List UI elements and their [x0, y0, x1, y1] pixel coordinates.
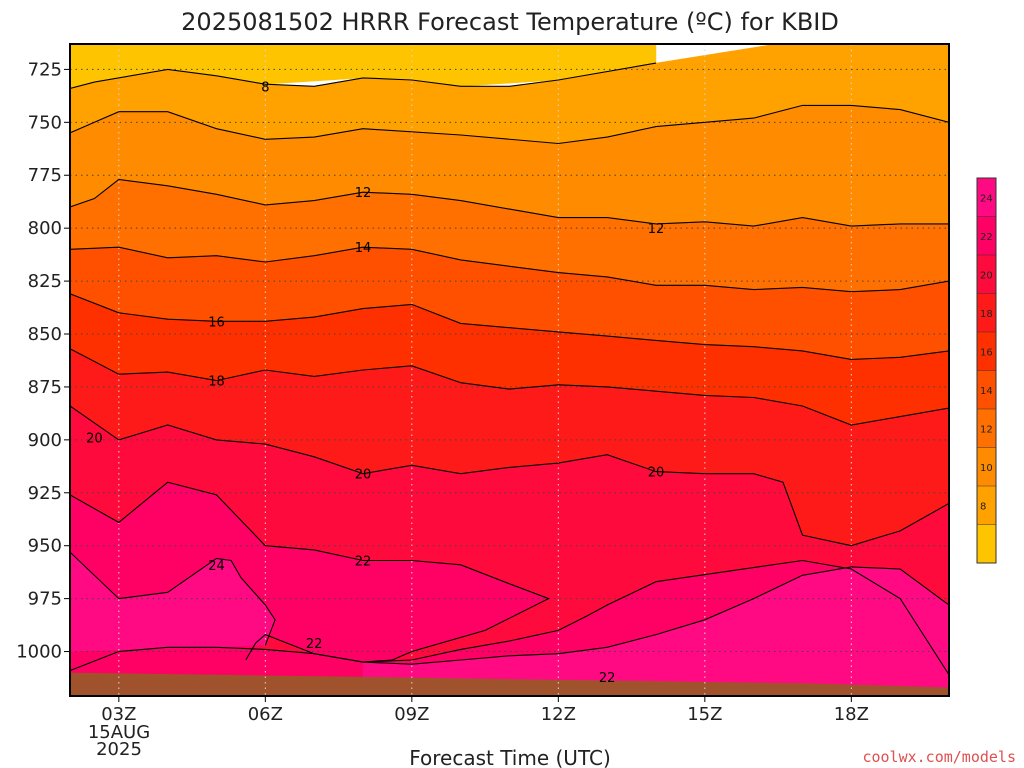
y-tick-label-775: 775: [28, 165, 62, 186]
ground-terrain: [70, 672, 949, 696]
y-tick-label-850: 850: [28, 324, 62, 345]
isotherm-22-8: [70, 559, 949, 676]
colorbar-tick-16: 16: [980, 347, 993, 358]
y-axis: 725 750 775 800 825 850 875 900 925 950 975 1000: [16, 59, 70, 663]
contour-label-5: 18: [208, 375, 225, 390]
isotherm-14-3: [70, 246, 949, 293]
isotherm-18-5: [70, 348, 949, 426]
colorbar-swatch-1: [977, 486, 996, 525]
x-tick-label-12Z: 12Z: [541, 704, 576, 725]
isotherm-24-9: [70, 551, 276, 646]
colorbar-tick-18: 18: [980, 309, 993, 320]
isotherm-16-4: [70, 293, 949, 360]
colorbar-tick-20: 20: [980, 270, 993, 281]
contour-label-6: 20: [86, 432, 103, 447]
contour-lines: [70, 62, 949, 676]
contour-label-4: 16: [208, 315, 225, 330]
y-tick-label-950: 950: [28, 536, 62, 557]
isotherm-10-1: [70, 104, 949, 145]
contour-label-8: 20: [648, 466, 665, 481]
y-tick-label-900: 900: [28, 430, 62, 451]
chart-title: 2025081502 HRRR Forecast Temperature (ºC…: [181, 8, 839, 36]
colorbar-tick-22: 22: [980, 232, 993, 243]
colorbar-tick-10: 10: [980, 463, 993, 474]
x-tick-label-09Z: 09Z: [394, 704, 429, 725]
colorbar-swatch-2: [977, 447, 996, 486]
contour-labels: 8 12 12 14 16 18 20 20 20 22 22 22 24: [86, 80, 664, 686]
grid: [70, 44, 949, 696]
colorbar-swatch-8: [977, 216, 996, 255]
credit-text: coolwx.com/models: [862, 748, 1016, 766]
x-tick-label-15Z: 15Z: [687, 704, 722, 725]
colorbar-tick-12: 12: [980, 424, 993, 435]
y-tick-label-750: 750: [28, 112, 62, 133]
y-tick-label-925: 925: [28, 483, 62, 504]
y-tick-label-1000: 1000: [16, 642, 62, 663]
contour-label-3: 14: [355, 241, 372, 256]
y-tick-label-825: 825: [28, 271, 62, 292]
colorbar-swatch-9: [977, 178, 996, 217]
x-tick-label-18Z: 18Z: [834, 704, 869, 725]
contour-label-2: 12: [648, 222, 665, 237]
plot-frame: [69, 43, 950, 697]
y-tick-label-875: 875: [28, 377, 62, 398]
colorbar-swatch-6: [977, 293, 996, 332]
colorbar-tick-14: 14: [980, 386, 993, 397]
colorbar-swatch-4: [977, 370, 996, 409]
colorbar-swatch-5: [977, 332, 996, 371]
colorbar-swatch-7: [977, 255, 996, 294]
isotherm-12-2: [70, 178, 949, 227]
contour-label-12: 24: [208, 559, 225, 574]
colorbar-swatch-3: [977, 409, 996, 448]
contour-label-1: 12: [355, 186, 372, 201]
contour-label-0: 8: [261, 80, 269, 95]
colorbar-tick-24: 24: [980, 193, 993, 204]
contour-label-7: 20: [355, 468, 372, 483]
x-date-year: 2025: [96, 739, 142, 760]
plot-area: [70, 44, 949, 696]
colorbar-swatch-0: [977, 524, 996, 563]
x-axis-label: Forecast Time (UTC): [409, 746, 611, 768]
contour-label-10: 22: [306, 637, 323, 652]
isotherm-8-0: [70, 62, 657, 90]
contour-label-11: 22: [599, 671, 616, 686]
contour-label-9: 22: [355, 555, 372, 570]
x-tick-label-06Z: 06Z: [248, 704, 283, 725]
x-date-day: 15AUG: [88, 722, 150, 743]
x-tick-label-03Z: 03Z: [101, 704, 136, 725]
isotherm-20-6: [70, 405, 949, 547]
isotherm-24-10: [362, 566, 949, 665]
colorbar-tick-8: 8: [980, 501, 986, 512]
y-tick-label-975: 975: [28, 589, 62, 610]
x-axis: 03Z 06Z 09Z 12Z 15Z 18Z: [101, 696, 869, 725]
y-tick-label-800: 800: [28, 218, 62, 239]
colorbar: 8 10 12 14 16 18 20 22 24: [976, 177, 997, 564]
y-tick-label-725: 725: [28, 59, 62, 80]
